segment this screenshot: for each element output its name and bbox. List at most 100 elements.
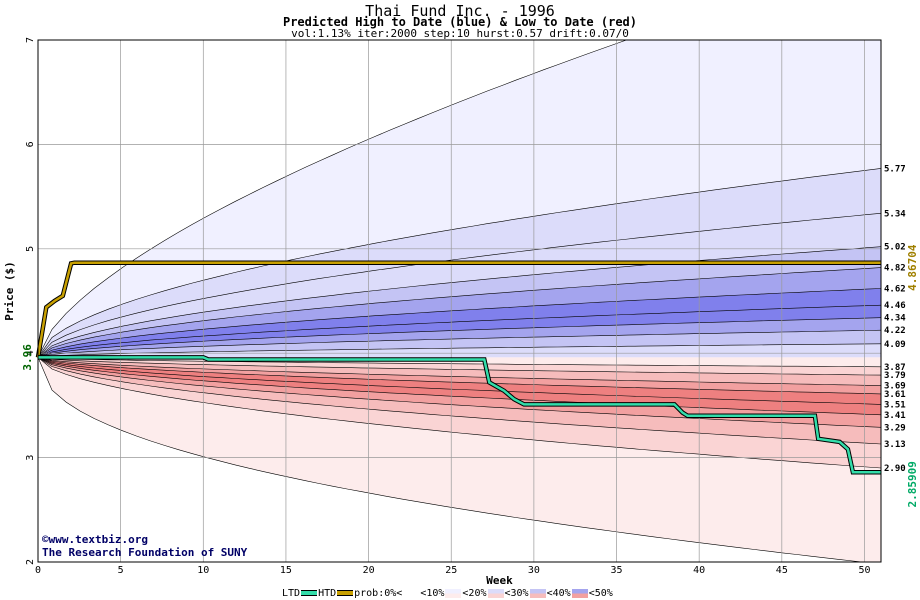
upper-band [38, 343, 881, 358]
x-tick-label: 15 [280, 565, 292, 576]
x-tick-label: 40 [693, 565, 705, 576]
lower-band [38, 357, 881, 562]
lower-quantile-label: 3.87 [884, 363, 906, 373]
x-tick-label: 30 [528, 565, 540, 576]
x-tick-label: 10 [197, 565, 209, 576]
quantile-line [38, 304, 881, 358]
lower-band [38, 357, 881, 394]
x-tick-label: 20 [363, 565, 375, 576]
lower-quantile-label: 3.61 [884, 390, 906, 400]
lower-band [38, 357, 881, 386]
x-tick-label: 25 [445, 565, 457, 576]
y-tick-label: 6 [25, 141, 36, 147]
quantile-line [38, 267, 881, 358]
quantile-line [38, 343, 881, 358]
ltd-value-label: 2.85909 [906, 461, 919, 507]
lower-quantile-label: 2.90 [884, 464, 906, 474]
chart-legend: LTD HTD prob:0% < <10% <20% <30% <40% <5… [282, 587, 613, 599]
lower-quantile-label: 3.69 [884, 382, 906, 392]
htd-line [36, 261, 881, 358]
legend-swatch-10 [445, 588, 462, 598]
watermark-org: The Research Foundation of SUNY [42, 546, 248, 559]
quantile-line [38, 288, 881, 358]
quantile-line [38, 40, 628, 358]
legend-prob-lt: < [396, 587, 403, 599]
upper-band [38, 288, 881, 358]
y-tick-label: 3 [25, 455, 36, 461]
quantile-line [38, 246, 881, 358]
legend-label-10: <10% [420, 587, 445, 599]
lower-band [38, 357, 881, 468]
quantile-line [38, 357, 881, 395]
upper-quantile-label: 4.09 [884, 340, 906, 350]
legend-ltd-label: LTD [282, 587, 301, 599]
lower-band [38, 357, 881, 428]
upper-band [38, 330, 881, 358]
chart-parameters: vol:1.13% iter:2000 step:10 hurst:0.57 d… [291, 27, 629, 40]
legend-swatch-0 [403, 588, 420, 598]
start-price-label: 3.96 [21, 344, 34, 371]
upper-band [38, 305, 881, 358]
watermark: ©www.textbiz.org The Research Foundation… [42, 533, 247, 559]
x-tick-label: 45 [776, 565, 788, 576]
legend-label-20: <20% [462, 587, 487, 599]
plot-frame [37, 39, 882, 563]
legend-swatch-20 [487, 588, 504, 598]
legend-htd-label: HTD [318, 587, 337, 599]
upper-band [38, 317, 881, 358]
upper-quantile-label: 4.46 [884, 301, 906, 311]
x-tick-label: 35 [611, 565, 623, 576]
legend-label-40: <40% [546, 587, 571, 599]
legend-prob-label: prob:0% [354, 587, 397, 599]
upper-band [38, 40, 881, 358]
upper-quantile-label: 5.02 [884, 243, 906, 253]
chart-subtitle: Predicted High to Date (blue) & Low to D… [282, 15, 637, 29]
ltd-line [38, 356, 881, 474]
quantile-line [38, 317, 881, 358]
upper-band [38, 267, 881, 358]
legend-swatch-40 [571, 588, 588, 598]
upper-band [38, 168, 881, 358]
quantile-line [38, 357, 881, 386]
quantile-line [38, 357, 881, 445]
lower-band [38, 357, 881, 405]
quantile-line [38, 357, 881, 368]
legend-swatch-30 [529, 588, 546, 598]
chart-title: Thai Fund Inc. - 1996 [365, 2, 555, 20]
y-tick-label: 2 [25, 559, 36, 565]
quantile-line [38, 213, 881, 358]
y-axis-label: Price ($) [3, 261, 16, 321]
upper-quantile-label: 5.77 [884, 164, 906, 174]
y-tick-label: 7 [25, 37, 36, 43]
quantile-line [38, 357, 881, 376]
lower-band [38, 357, 881, 415]
legend-label-50: <50% [588, 587, 613, 599]
upper-band [38, 213, 881, 358]
x-tick-label: 5 [118, 565, 124, 576]
quantile-line [38, 357, 866, 562]
x-tick-label: 0 [35, 565, 41, 576]
quantile-line [38, 357, 881, 428]
upper-quantile-label: 4.62 [884, 284, 906, 294]
lower-band [38, 357, 881, 444]
htd-value-label: 4.86704 [906, 244, 919, 291]
quantile-line [38, 357, 881, 405]
lower-quantile-label: 3.13 [884, 440, 906, 450]
legend-htd-swatch [337, 590, 354, 596]
x-tick-label: 50 [858, 565, 870, 576]
upper-quantile-label: 5.34 [884, 209, 906, 219]
watermark-url: ©www.textbiz.org [42, 533, 148, 546]
quantile-line [38, 329, 881, 358]
lower-quantile-label: 3.29 [884, 423, 906, 433]
lower-quantile-label: 3.41 [884, 411, 906, 421]
legend-ltd-swatch [301, 590, 318, 596]
upper-quantile-label: 4.34 [884, 314, 906, 324]
upper-band [38, 246, 881, 358]
quantile-line [38, 357, 881, 416]
lower-quantile-label: 3.51 [884, 400, 906, 410]
y-tick-label: 5 [25, 246, 36, 252]
quantile-line [38, 168, 881, 358]
x-axis-label: Week [486, 574, 513, 587]
probability-bands [38, 40, 881, 562]
